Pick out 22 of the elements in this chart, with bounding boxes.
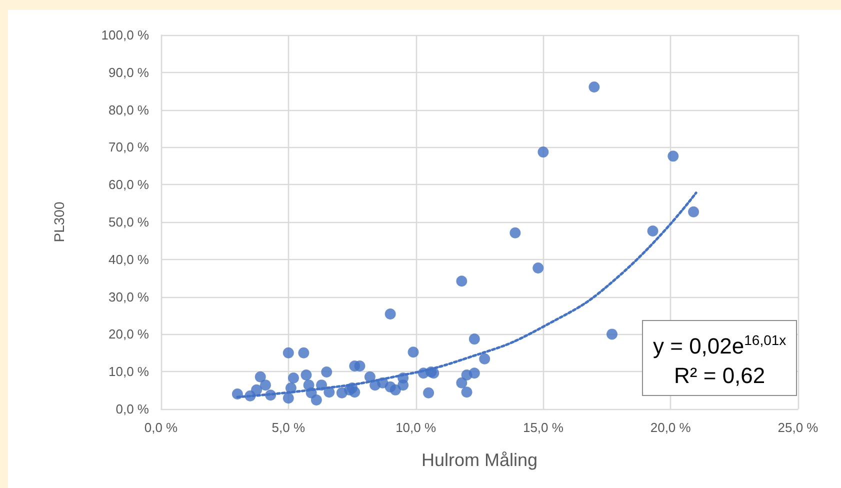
y-tick-label: 50,0 % bbox=[108, 214, 150, 230]
y-tick-label: 80,0 % bbox=[108, 102, 150, 118]
y-tick-label: 70,0 % bbox=[108, 140, 150, 155]
y-tick-label: 30,0 % bbox=[108, 289, 150, 304]
x-tick-label: 5,0 % bbox=[272, 420, 306, 435]
annotation: R² = 0,62 bbox=[673, 362, 766, 390]
y-tick-label: 90,0 % bbox=[108, 64, 150, 80]
x-tick-label: 10,0 % bbox=[396, 420, 436, 435]
y-tick-label: 100,0 % bbox=[101, 28, 150, 42]
y-tick-label: 60,0 % bbox=[108, 177, 150, 192]
y-axis-title: PL300 bbox=[51, 202, 67, 242]
annotation: y = 0,02e$^{16,01x}$ bbox=[653, 331, 786, 360]
x-tick-label: 0,0 % bbox=[144, 420, 178, 435]
x-tick-label: 25,0 % bbox=[778, 420, 819, 435]
equation-box: y = 0,02e$^{16,01x}$ R² = 0,62 bbox=[642, 320, 798, 396]
x-tick-label: 15,0 % bbox=[522, 420, 564, 435]
x-axis-title: Hulrom Måling bbox=[421, 450, 538, 470]
y-tick-label: 10,0 % bbox=[108, 364, 150, 380]
y-tick-label: 40,0 % bbox=[108, 252, 150, 267]
y-tick-label: 20,0 % bbox=[108, 326, 150, 342]
y-tick-label: 0,0 % bbox=[116, 402, 150, 416]
x-tick-label: 20,0 % bbox=[650, 420, 692, 435]
